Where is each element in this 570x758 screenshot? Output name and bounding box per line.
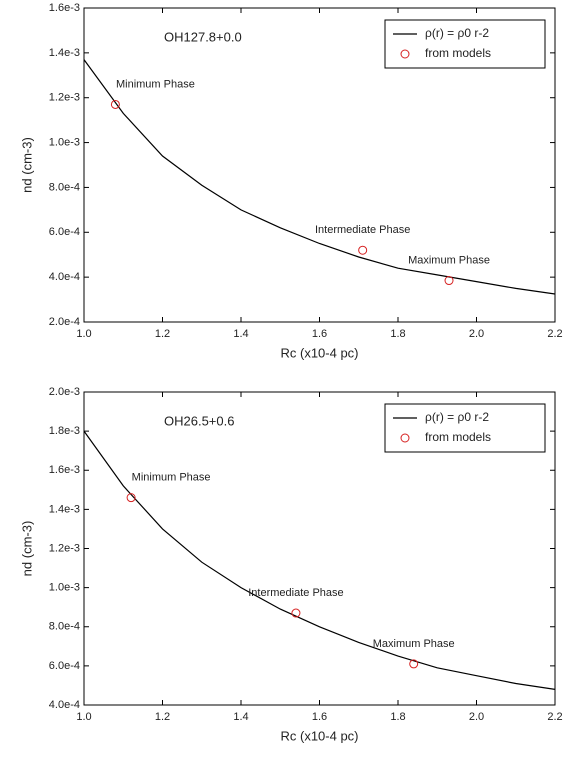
phase-annotation: Maximum Phase	[408, 254, 490, 266]
y-axis-label: nd (cm-3)	[19, 137, 34, 193]
x-tick-label: 1.4	[233, 328, 248, 340]
x-tick-label: 2.0	[469, 328, 484, 340]
fit-line	[83, 430, 556, 690]
model-point	[358, 245, 368, 255]
y-tick-label: 2.0e-4	[49, 316, 80, 328]
model-point	[110, 99, 120, 109]
x-axis-label: Rc (x10-4 pc)	[280, 728, 358, 743]
y-tick-label: 1.6e-3	[49, 2, 80, 14]
y-tick-label: 6.0e-4	[49, 660, 80, 672]
y-tick-label: 4.0e-4	[49, 699, 80, 711]
phase-annotation: Minimum Phase	[132, 472, 211, 484]
legend-swatch	[400, 433, 410, 443]
y-tick-label: 8.0e-4	[49, 621, 80, 633]
x-tick-label: 1.2	[155, 711, 170, 723]
legend-box	[384, 403, 546, 453]
x-tick-label: 1.4	[233, 711, 248, 723]
y-tick-label: 1.6e-3	[49, 464, 80, 476]
phase-annotation: Intermediate Phase	[315, 224, 410, 236]
x-tick-label: 1.0	[76, 328, 91, 340]
y-tick-label: 1.0e-3	[49, 136, 80, 148]
model-point	[291, 608, 301, 618]
model-point	[444, 276, 454, 286]
model-point	[409, 659, 419, 669]
x-tick-label: 2.2	[547, 328, 562, 340]
fit-line	[83, 59, 556, 295]
legend-label: from models	[425, 430, 491, 444]
y-axis-label: nd (cm-3)	[19, 521, 34, 577]
legend-label: from models	[425, 46, 491, 60]
phase-annotation: Maximum Phase	[373, 638, 455, 650]
y-tick-label: 1.4e-3	[49, 503, 80, 515]
legend-box	[384, 19, 546, 69]
y-tick-label: 1.0e-3	[49, 582, 80, 594]
legend-swatch	[400, 49, 410, 59]
phase-annotation: Intermediate Phase	[248, 587, 343, 599]
x-tick-label: 1.0	[76, 711, 91, 723]
model-point	[126, 493, 136, 503]
x-tick-label: 1.2	[155, 328, 170, 340]
x-tick-label: 2.2	[547, 711, 562, 723]
y-tick-label: 1.2e-3	[49, 542, 80, 554]
panel-title: OH127.8+0.0	[164, 29, 242, 44]
x-tick-label: 1.8	[390, 328, 405, 340]
y-tick-label: 8.0e-4	[49, 181, 80, 193]
y-tick-label: 1.8e-3	[49, 425, 80, 437]
x-tick-label: 1.6	[312, 711, 327, 723]
x-tick-label: 1.6	[312, 328, 327, 340]
legend-label: ρ(r) = ρ0 r-2	[425, 410, 489, 424]
x-axis-label: Rc (x10-4 pc)	[280, 345, 358, 360]
panel-title: OH26.5+0.6	[164, 413, 234, 428]
legend-label: ρ(r) = ρ0 r-2	[425, 26, 489, 40]
x-tick-label: 2.0	[469, 711, 484, 723]
y-tick-label: 2.0e-3	[49, 386, 80, 398]
y-tick-label: 6.0e-4	[49, 226, 80, 238]
x-tick-label: 1.8	[390, 711, 405, 723]
y-tick-label: 1.4e-3	[49, 47, 80, 59]
phase-annotation: Minimum Phase	[116, 78, 195, 90]
y-tick-label: 4.0e-4	[49, 271, 80, 283]
y-tick-label: 1.2e-3	[49, 92, 80, 104]
